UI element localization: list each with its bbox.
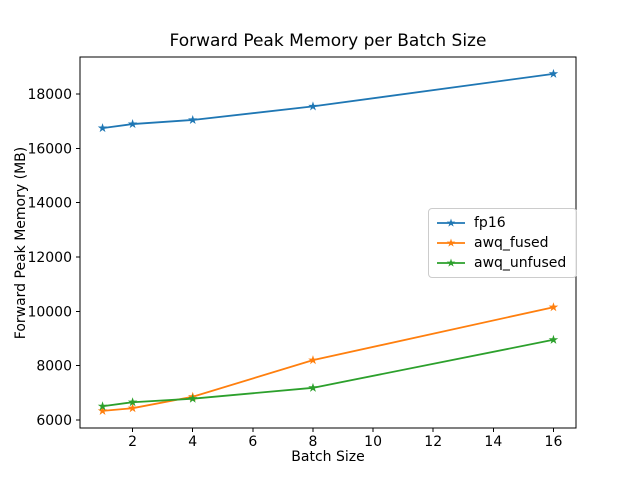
legend-entry-fp16: fp16 [436,214,566,232]
y-tick-label: 8000 [36,359,72,375]
data-point-marker [548,302,559,312]
legend-entry-awq-fused: awq_fused [436,234,566,252]
series-line [101,306,555,412]
legend-swatch-line-star-icon [437,218,465,227]
x-axis-ticks: 2 4 6 8 10 12 14 16 [128,428,562,450]
data-point-marker [97,123,108,133]
x-tick-label: 14 [484,434,502,450]
x-tick-label: 2 [128,434,137,450]
legend-entry-awq-unfused: awq_unfused [436,254,566,272]
y-tick-label: 18000 [27,87,72,103]
x-tick-label: 8 [309,434,318,450]
data-point-marker [187,114,198,125]
y-axis-label: Forward Peak Memory (MB) [13,146,29,340]
y-tick-label: 10000 [27,304,72,320]
data-point-marker [308,101,318,111]
data-point-marker [127,397,138,407]
legend-label: awq_unfused [474,255,567,271]
x-tick-label: 10 [364,434,382,450]
y-tick-label: 6000 [36,413,72,429]
x-tick-label: 12 [424,434,442,450]
legend-swatch-line-star-icon [437,238,465,247]
x-tick-label: 4 [188,434,197,450]
data-point-marker [127,403,138,413]
data-point-marker [548,334,559,344]
x-tick-label: 6 [248,434,257,450]
legend-label: awq_fused [474,235,549,251]
series-awq_unfused [97,334,559,411]
y-tick-label: 16000 [27,141,72,157]
data-point-marker [97,401,108,411]
legend: fp16 awq_fused awq_unfused [428,208,578,278]
legend-swatch-line-star-icon [437,258,465,267]
chart-title: Forward Peak Memory per Batch Size [169,31,487,51]
series-fp16 [97,68,559,133]
data-point-marker [308,355,318,365]
y-tick-label: 12000 [27,250,72,266]
data-point-marker [308,382,318,392]
series-line [101,72,555,130]
series-line [101,338,555,408]
data-point-marker [127,119,138,129]
x-tick-label: 16 [545,434,563,450]
y-tick-label: 14000 [27,196,72,212]
data-point-marker [187,393,198,403]
legend-label: fp16 [474,215,506,231]
data-point-marker [97,405,108,415]
series-awq_fused [97,302,559,415]
y-axis-ticks: 6000 8000 10000 12000 14000 16000 18000 [27,87,80,429]
data-point-marker [548,68,559,78]
x-axis-label: Batch Size [291,449,365,465]
